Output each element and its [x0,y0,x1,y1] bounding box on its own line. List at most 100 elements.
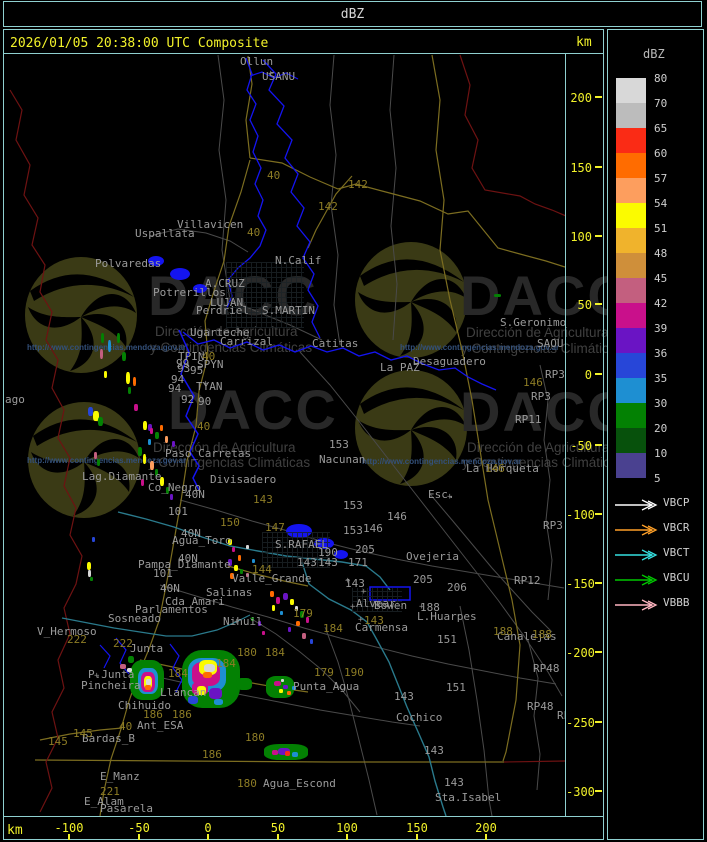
map-route-number: 184 [265,646,285,659]
map-place-label: V_Hermoso [37,625,97,638]
town-marker: + [203,379,209,389]
radar-echo-cell [296,621,300,626]
radar-echo-cell [228,539,232,545]
map-place-label: Agua_Escond [263,777,336,790]
map-route-number: 150 [220,516,240,529]
river-line [169,643,183,693]
map-place-label: SAOU [537,337,564,350]
colorbar-block [616,428,646,453]
map-route-number: 40 [197,420,211,433]
map-place-label: Pincheira [81,679,141,692]
colorbar-tick-label: 60 [654,147,668,160]
map-place-label: N.Calif [275,254,322,267]
dacc-logo-icon [352,368,470,493]
radar-echo-cell [262,631,265,635]
radar-echo-cell [197,686,206,695]
road-line [324,626,378,816]
vector-arrow-icon [614,496,660,515]
road-line [527,639,541,791]
radar-echo-cell [104,371,107,378]
radar-echo-cell [234,565,238,571]
map-place-label: Sosneado [108,612,161,625]
map-place-label: Agua_Toro [172,534,232,547]
map-place-label: RP12 [514,574,541,587]
colorbar-block [616,203,646,228]
x-axis-tick-label: 150 [406,821,428,835]
radar-echo-cell [138,447,142,456]
radar-echo-cell [278,748,290,755]
radar-echo-cell [288,627,291,632]
colorbar-block [616,303,646,328]
map-number-label: 143 [424,744,444,757]
radar-echo-cell [117,333,120,343]
colorbar-block [616,378,646,403]
radar-echo-cell [287,691,291,695]
map-panel [3,29,604,840]
colorbar-block [616,128,646,153]
map-route-number: 222 [113,637,133,650]
radar-echo-cell [246,573,249,577]
map-number-label: 94 [171,373,185,386]
map-place-label: Villavicen [177,218,244,231]
radar-echo-cell [101,333,104,343]
radar-echo-cell [290,599,294,605]
x-axis-tick [416,834,418,840]
map-route-number: 188 [532,628,552,641]
radar-echo-cell [258,621,261,626]
x-axis-tick-label: 200 [475,821,497,835]
radar-map[interactable]: Ollun USANU Villavicen Uspallata Polvaredas N… [4,54,565,816]
y-axis-tick [595,721,602,723]
map-place-label: S.Geronimo [500,316,565,329]
province-border-line [459,54,565,217]
map-number-label: 95 [190,364,204,377]
town-marker: + [234,617,240,627]
road-line [299,351,563,697]
map-number-label: 153 [329,438,349,451]
radar-echo-cell [306,617,309,623]
radar-echo-cell [285,751,290,756]
map-number-label: 188 [420,601,440,614]
radar-echo-cell [274,681,281,686]
route-line [99,159,251,816]
radar-echo-cell [310,639,313,644]
map-route-number: 221 [100,785,120,798]
route-line [307,175,353,249]
y-axis-tick-label: -300 [566,785,595,799]
map-route-number: 180 [237,646,257,659]
map-place-label: RP48 [527,700,554,713]
map-place-label: Junta [130,642,164,655]
vector-label: VBCP [663,496,690,509]
map-place-label: RP11 [515,413,542,426]
road-line [459,605,493,816]
radar-echo-cell [141,479,144,486]
map-route-number: 142 [348,178,368,191]
radar-echo-cell [155,432,159,439]
river-line [249,71,299,80]
x-axis-tick-label: 0 [204,821,212,835]
radar-echo-cell [127,668,132,672]
x-axis-tick-label: 50 [270,821,286,835]
map-place-label: Valle_Grande [232,572,312,585]
map-route-number: 190 [344,666,364,679]
radar-echo-cell [209,688,222,699]
map-route-number: 184 [168,667,188,680]
vector-arrow-icon [614,546,660,565]
dacc-name-line1: Dirección de Agricultura [467,440,610,455]
radar-echo-cell [166,487,169,494]
colorbar-tick-label: 10 [654,447,668,460]
map-place-label: Llancan [160,686,207,699]
map-place-label: Desaguadero [413,355,486,368]
colorbar-block [616,278,646,303]
y-axis-tick [595,96,602,98]
y-axis-tick-label: -150 [566,577,595,591]
y-axis-tick-label: -50 [570,439,592,453]
y-axis-tick-label: 150 [570,161,592,175]
radar-echo-cell [145,685,151,690]
colorbar-block [616,353,646,378]
colorbar-tick-label: 70 [654,97,668,110]
radar-echo-cell [214,699,223,705]
map-place-label: Pampa_Diamante [138,558,231,571]
map-place-label: 40N [160,582,180,595]
radar-echo-cell [228,559,232,566]
